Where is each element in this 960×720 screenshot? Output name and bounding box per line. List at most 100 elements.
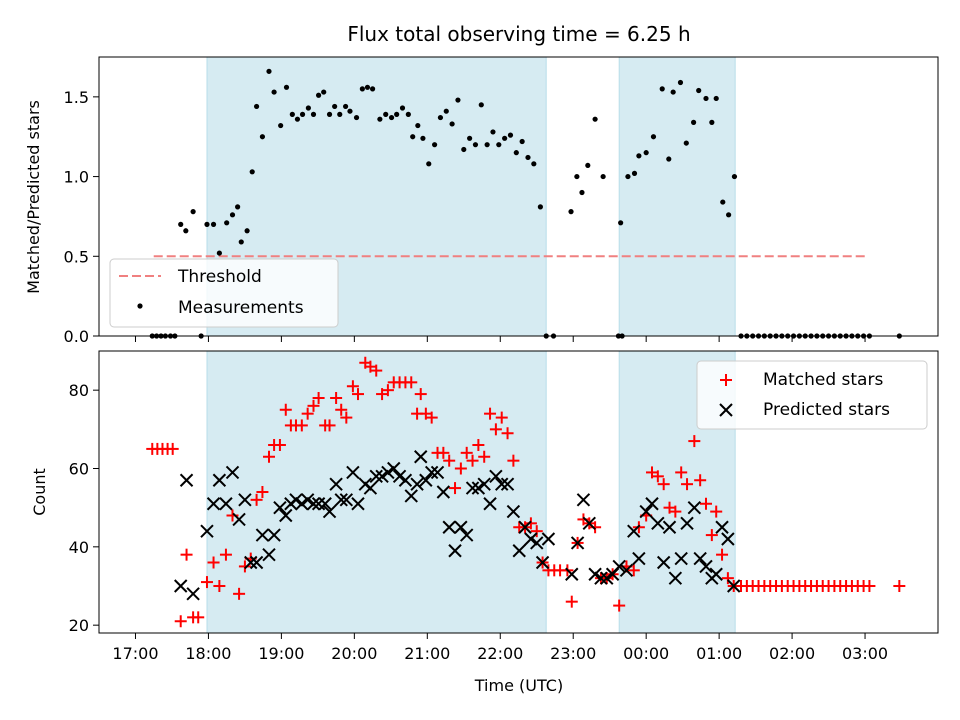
matched-point-51: [443, 454, 456, 467]
predicted-point-89: [721, 532, 735, 546]
measurement-point-94: [709, 119, 715, 125]
matched-point-4: [166, 442, 179, 455]
matched-point-66: [530, 525, 543, 538]
matched-point-8: [192, 611, 205, 624]
legend-measurements-swatch: [137, 303, 143, 309]
measurement-point-36: [347, 108, 353, 114]
bottom-observing-spans: [206, 350, 736, 634]
measurement-point-76: [579, 189, 585, 196]
measurement-point-69: [537, 204, 543, 210]
predicted-point-65: [576, 493, 591, 507]
predicted-point-13: [262, 547, 276, 562]
measurement-point-16: [238, 239, 244, 245]
matched-point-96: [710, 505, 723, 518]
measurement-point-61: [490, 129, 496, 135]
predicted-point-19: [295, 497, 309, 511]
measurement-point-83: [636, 153, 642, 159]
bottom-xtick-label-8: 01:00: [696, 644, 742, 663]
bottom-ytick-label-3: 80: [69, 381, 89, 400]
matched-point-27: [307, 399, 320, 412]
matched-point-25: [295, 419, 308, 432]
measurement-point-34: [337, 111, 343, 117]
matched-point-14: [233, 587, 246, 600]
matched-point-93: [694, 474, 707, 487]
top-panel: 0.0 0.5 1.0 1.5 Matched/Predicted stars Thr…: [24, 56, 939, 346]
predicted-point-49: [465, 481, 480, 495]
measurement-point-42: [383, 111, 389, 117]
bottom-xtick-label-3: 20:00: [331, 644, 377, 663]
predicted-point-81: [674, 551, 688, 566]
predicted-point-7: [225, 465, 240, 480]
matched-point-38: [370, 364, 383, 377]
measurement-point-44: [394, 111, 400, 117]
predicted-point-16: [279, 508, 293, 523]
measurement-point-78: [592, 116, 598, 122]
predicted-point-72: [619, 563, 634, 578]
matched-point-55: [466, 454, 479, 467]
measurement-point-26: [294, 116, 301, 122]
matched-point-58: [484, 407, 497, 420]
measurement-point-96: [720, 199, 726, 205]
measurement-point-24: [283, 84, 290, 90]
predicted-point-23: [318, 497, 332, 511]
matched-point-61: [501, 427, 514, 440]
predicted-point-40: [414, 450, 428, 464]
x-axis-label: Time (UTC): [474, 676, 563, 695]
bottom-legend: Matched stars Predicted stars: [696, 360, 928, 430]
predicted-point-28: [346, 465, 360, 480]
predicted-point-82: [680, 516, 694, 531]
matched-point-122: [863, 580, 876, 592]
measurement-point-77: [585, 162, 591, 169]
predicted-point-45: [442, 520, 456, 534]
predicted-point-29: [351, 497, 365, 511]
matched-stars-points: [146, 356, 906, 628]
matched-point-35: [351, 388, 364, 401]
measurement-point-13: [224, 220, 230, 226]
bottom-xtick-label-9: 02:00: [769, 644, 815, 663]
measurement-point-19: [253, 103, 260, 110]
measurement-point-37: [353, 114, 360, 121]
predicted-point-33: [375, 469, 389, 484]
bottom-panel: 20 40 60 80 17:00 18:00 19:00 20:00 21:00 22:00 2…: [30, 350, 939, 695]
measurement-point-28: [305, 105, 311, 111]
bottom-ytick-label-2: 60: [69, 460, 89, 479]
measurement-point-31: [321, 89, 327, 95]
matched-point-80: [613, 599, 626, 612]
predicted-point-51: [477, 477, 491, 491]
predicted-point-3: [200, 524, 214, 538]
measurement-point-74: [568, 209, 574, 215]
predicted-point-71: [612, 559, 626, 574]
matched-point-53: [454, 462, 467, 475]
measurement-point-87: [666, 156, 672, 162]
predicted-point-41: [419, 473, 433, 487]
measurement-point-30: [315, 92, 322, 98]
matched-point-76: [589, 521, 602, 534]
measurement-point-50: [426, 161, 432, 167]
matched-point-60: [495, 411, 508, 424]
measurement-point-47: [410, 134, 416, 140]
bottom-xtick-label-10: 03:00: [842, 644, 888, 663]
predicted-point-57: [512, 544, 526, 558]
predicted-point-85: [699, 559, 713, 574]
predicted-stars-points: [174, 450, 741, 601]
matched-point-18: [256, 486, 269, 498]
matched-point-44: [405, 376, 418, 389]
top-x-ticks: [134, 336, 866, 342]
predicted-point-75: [639, 504, 653, 519]
top-y-ticks: 0.0 0.5 1.0 1.5: [64, 88, 99, 346]
predicted-point-54: [495, 477, 509, 491]
predicted-point-50: [471, 481, 486, 495]
matched-point-54: [460, 446, 473, 459]
measurement-point-68: [531, 161, 537, 167]
legend-measurements-label: Measurements: [178, 298, 304, 318]
measurement-point-54: [449, 121, 455, 127]
measurement-point-91: [690, 119, 697, 125]
predicted-point-25: [329, 477, 343, 491]
bottom-xtick-label-6: 23:00: [550, 644, 596, 663]
predicted-point-32: [369, 469, 383, 484]
measurement-point-15: [235, 204, 241, 210]
measurement-point-35: [342, 103, 349, 110]
matched-point-31: [330, 392, 343, 404]
predicted-point-2: [186, 587, 200, 601]
matched-point-46: [414, 388, 427, 401]
